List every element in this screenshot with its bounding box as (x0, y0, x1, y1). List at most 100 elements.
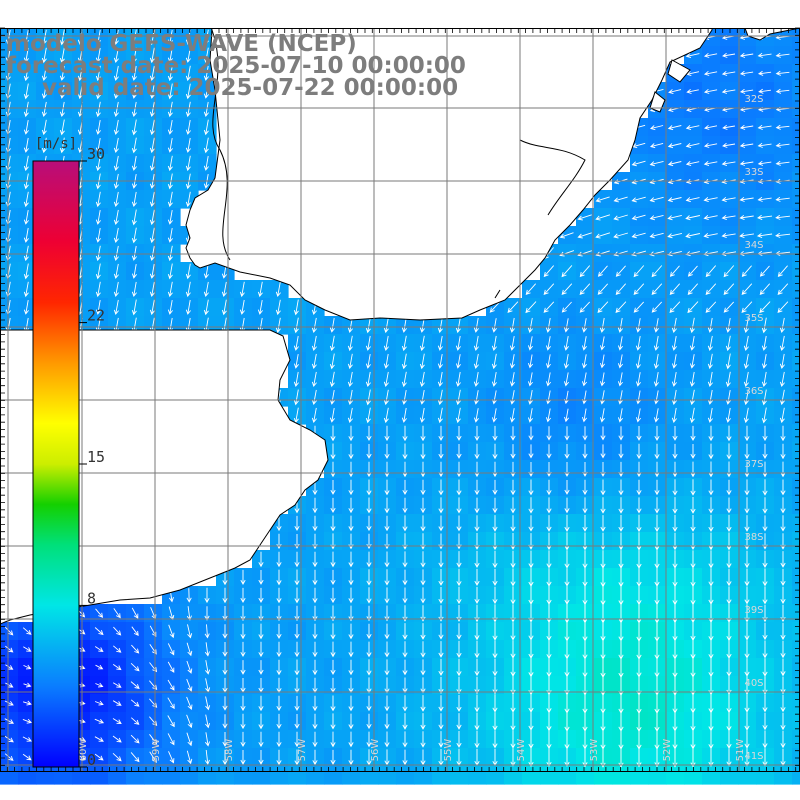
lat-label: 34S (744, 240, 763, 251)
wind-arrow (636, 747, 642, 768)
wind-arrow (491, 353, 497, 370)
wind-arrow (654, 425, 660, 442)
wind-arrow (707, 407, 713, 423)
wind-arrow (672, 479, 678, 496)
wind-arrow (744, 586, 750, 605)
wind-arrow (366, 731, 372, 748)
wind-arrow (113, 29, 119, 46)
field-cell (756, 766, 775, 785)
wind-arrow (348, 497, 354, 514)
wind-arrow (113, 155, 119, 172)
wind-arrow (366, 677, 372, 694)
wind-arrow (330, 731, 336, 748)
wind-arrow (420, 677, 426, 694)
wind-arrow (474, 640, 480, 659)
wind-arrow (492, 622, 498, 641)
wind-arrow (597, 301, 609, 313)
wind-arrow (113, 245, 119, 262)
wind-arrow (761, 317, 767, 334)
wind-arrow (203, 84, 209, 99)
wind-arrow (635, 408, 642, 423)
wind-arrow (186, 732, 193, 747)
wind-arrow (759, 301, 771, 314)
wind-arrow (741, 283, 753, 295)
wind-arrow (618, 747, 624, 768)
wind-arrow (579, 265, 591, 278)
wind-arrow (22, 753, 32, 761)
wind-arrow (649, 214, 664, 221)
wind-arrow (402, 443, 408, 460)
wind-arrow (258, 750, 264, 765)
wind-arrow (758, 88, 771, 94)
wind-arrow (130, 662, 140, 672)
wind-arrow (635, 372, 641, 387)
wind-arrow (762, 730, 768, 749)
wind-arrow (708, 532, 714, 551)
wind-arrow (581, 390, 588, 405)
wind-arrow (743, 371, 749, 388)
wind-arrow (780, 551, 786, 568)
wind-arrow (762, 497, 768, 514)
wind-arrow (131, 101, 137, 118)
wind-arrow (438, 479, 444, 496)
wind-arrow (456, 676, 462, 695)
wind-arrow (582, 444, 588, 459)
wind-arrow (721, 196, 736, 203)
wind-arrow (94, 627, 104, 636)
field-cell (630, 766, 649, 785)
wind-arrow (186, 588, 192, 603)
wind-arrow (384, 587, 390, 604)
wind-arrow (348, 461, 354, 478)
wind-arrow (276, 515, 282, 532)
field-cell (792, 64, 800, 83)
wind-arrow (420, 587, 426, 604)
wind-arrow (744, 676, 750, 695)
wind-arrow (294, 605, 300, 622)
wind-arrow (402, 425, 408, 442)
wind-arrow (204, 732, 211, 747)
wind-arrow (757, 124, 772, 130)
wind-arrow (4, 626, 14, 636)
wind-arrow (689, 389, 695, 406)
wind-arrow (649, 196, 664, 203)
wind-arrow (167, 228, 173, 243)
wind-arrow (149, 155, 155, 172)
wind-arrow (23, 101, 29, 118)
wind-arrow (5, 645, 14, 653)
wind-arrow (708, 497, 714, 514)
field-cell (792, 550, 800, 569)
field-cell (792, 334, 800, 353)
wind-arrow (5, 664, 14, 670)
wind-arrow (185, 101, 191, 118)
wind-arrow (330, 749, 336, 766)
wind-arrow (420, 551, 426, 568)
wind-arrow (113, 65, 119, 82)
colorbar-gradient (32, 160, 80, 768)
wind-arrow (744, 730, 750, 749)
wind-arrow (131, 264, 137, 279)
wind-arrow (473, 371, 479, 387)
field-cell (792, 298, 800, 317)
wind-arrow (383, 317, 389, 334)
wind-arrow (401, 335, 407, 352)
wind-arrow (636, 426, 642, 441)
wind-arrow (582, 747, 588, 768)
wind-arrow (510, 444, 516, 459)
wind-arrow (276, 623, 282, 640)
wind-arrow (704, 124, 718, 130)
wind-arrow (312, 731, 318, 748)
wind-arrow (167, 120, 173, 135)
field-cell (792, 604, 800, 623)
field-cell (108, 766, 127, 785)
wind-arrow (726, 586, 732, 605)
wind-arrow (739, 232, 754, 239)
colorbar-unit: [m/s] (35, 136, 77, 152)
wind-arrow (667, 161, 682, 167)
wind-arrow (383, 407, 389, 424)
wind-arrow (726, 730, 732, 749)
wind-arrow (725, 318, 731, 333)
wind-arrow (703, 233, 718, 239)
wind-arrow (437, 371, 443, 387)
wind-arrow (204, 642, 210, 657)
wind-arrow (762, 676, 768, 695)
